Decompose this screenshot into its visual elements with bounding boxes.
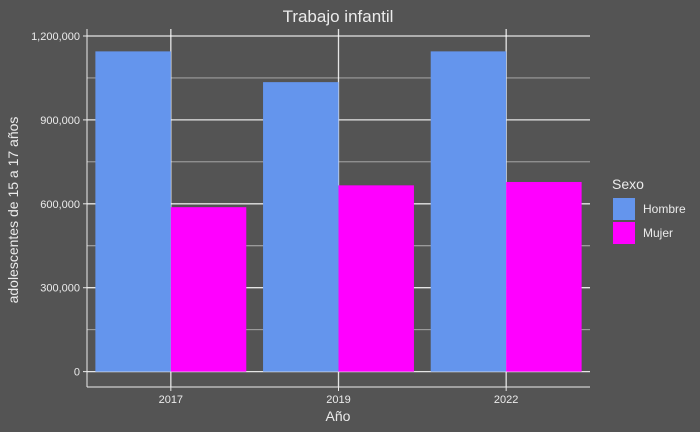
bar-mujer-2017 (170, 207, 247, 372)
x-tick-label: 2019 (326, 394, 350, 406)
axes: 0 300,000 600,000 900,000 1,200,000 2017 2019 2… (31, 29, 590, 406)
legend: Sexo Hombre Mujer (612, 176, 686, 244)
bar-hombre-2022 (430, 51, 507, 372)
bar-hombre-2019 (263, 82, 339, 372)
y-axis-label: adolescentes de 15 a 17 años (5, 117, 21, 304)
y-tick-label: 0 (74, 367, 80, 379)
legend-title: Sexo (612, 176, 644, 192)
bar-hombre-2017 (95, 51, 171, 372)
y-tick-label: 900,000 (40, 115, 80, 127)
x-tick-label: 2022 (494, 394, 518, 406)
legend-label: Hombre (643, 202, 686, 216)
legend-key-hombre (613, 198, 635, 220)
y-tick-label: 600,000 (40, 199, 80, 211)
x-tick-label: 2017 (159, 394, 183, 406)
y-tick-label: 1,200,000 (31, 31, 80, 43)
legend-label: Mujer (643, 226, 673, 240)
bar-mujer-2019 (338, 185, 414, 372)
x-axis-label: Año (326, 408, 351, 424)
legend-key-mujer (613, 222, 635, 244)
bars (95, 51, 582, 372)
bar-mujer-2022 (506, 181, 582, 372)
y-tick-label: 300,000 (40, 283, 80, 295)
chart-title: Trabajo infantil (283, 7, 394, 26)
